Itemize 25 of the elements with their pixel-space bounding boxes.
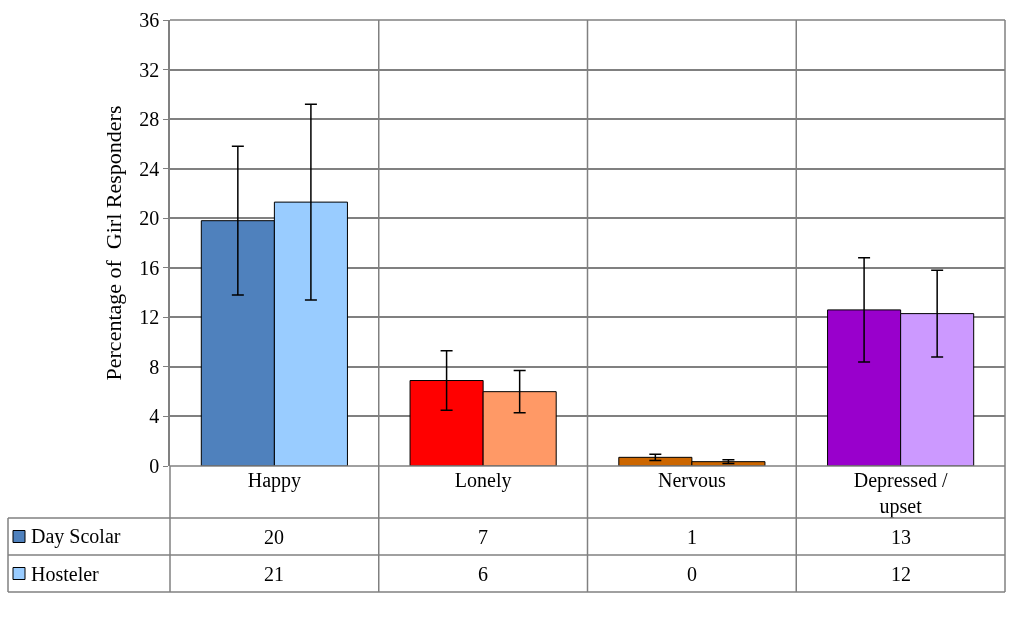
- data-label: 20: [264, 526, 284, 548]
- y-tick-label: 4: [149, 405, 160, 428]
- y-tick-label: 12: [139, 306, 160, 329]
- data-label: 21: [264, 563, 284, 585]
- x-tick-label: Lonely: [454, 469, 512, 492]
- y-axis-title: Percentage of Girl Responders: [100, 105, 126, 381]
- y-tick-label: 16: [139, 256, 160, 279]
- data-label: 1: [687, 526, 697, 548]
- legend-label: Day Scolar: [31, 525, 121, 548]
- data-label: 13: [891, 526, 911, 548]
- data-label: 12: [891, 563, 911, 585]
- x-tick-label: Happy: [247, 469, 302, 492]
- data-label: 7: [478, 526, 488, 548]
- y-tick-label: 8: [149, 355, 160, 378]
- y-tick-label: 0: [149, 455, 160, 477]
- x-tick-label: Nervous: [658, 469, 726, 491]
- y-tick-label: 24: [139, 157, 160, 180]
- y-tick-label: 32: [139, 58, 160, 81]
- y-tick-label: 28: [139, 108, 160, 131]
- x-tick-label: Depressed / upset: [853, 469, 948, 518]
- y-tick-label: 36: [139, 9, 160, 31]
- legend-label: Hosteler: [31, 563, 100, 585]
- y-tick-label: 20: [139, 207, 160, 230]
- data-label: 0: [687, 563, 697, 585]
- data-label: 6: [478, 563, 488, 585]
